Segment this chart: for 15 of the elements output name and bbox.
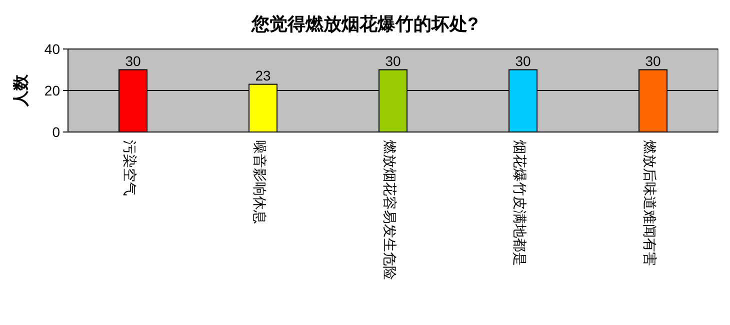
x-tick-label: 燃放后味道难闻有害 (642, 140, 658, 266)
chart-title: 您觉得燃放烟花爆竹的坏处? (250, 14, 478, 34)
data-label: 30 (385, 52, 401, 69)
y-tick-label: 20 (44, 82, 60, 98)
x-tick-label: 燃放烟花容易发生危险 (382, 140, 398, 280)
data-label: 23 (255, 67, 271, 84)
data-label: 30 (515, 52, 531, 69)
data-label: 30 (645, 52, 661, 69)
y-axis-title: 人数 (12, 74, 30, 108)
x-tick-label: 烟花爆竹皮满地都是 (512, 140, 528, 266)
y-tick-label: 0 (52, 124, 60, 140)
x-tick-label: 污染空气 (122, 140, 138, 196)
x-tick-label: 噪音影响休息 (252, 140, 268, 224)
y-tick-label: 40 (44, 41, 60, 57)
data-label: 30 (125, 52, 141, 69)
